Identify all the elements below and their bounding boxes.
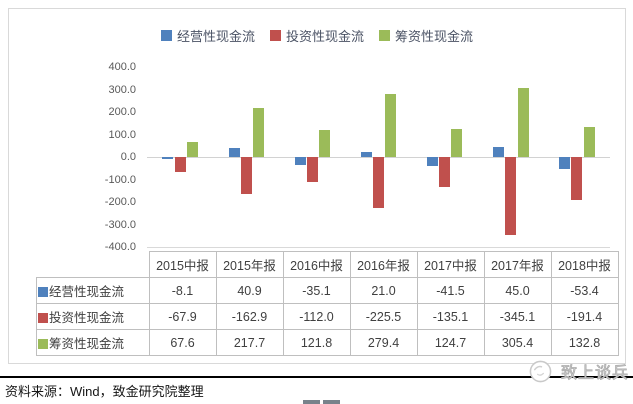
y-axis-tick-label: 400.0 <box>108 61 136 73</box>
bar <box>240 157 252 194</box>
table-cell: -41.5 <box>416 277 485 304</box>
bar <box>373 157 385 208</box>
y-axis-tick-label: 200.0 <box>108 106 136 118</box>
bar <box>174 157 186 173</box>
legend-label: 经营性现金流 <box>176 29 255 44</box>
table-row-header: 投资性现金流 <box>36 303 150 330</box>
table-cell: 217.7 <box>215 329 284 356</box>
table-cell: -67.9 <box>148 303 217 330</box>
y-axis-tick-label: -300.0 <box>104 218 136 231</box>
footer-divider-line <box>0 376 633 378</box>
watermark: 致上谈兵 <box>529 359 629 383</box>
y-axis-tick-label: 100.0 <box>108 128 136 141</box>
table-cell: 45.0 <box>483 277 552 304</box>
table-col-header: 2015年报 <box>215 251 284 278</box>
bar <box>385 94 397 157</box>
table-row: 筹资性现金流 67.6 217.7 121.8 279.4 124.7 305.4 132.8 <box>36 329 619 356</box>
table-cell: -8.1 <box>148 277 217 304</box>
bar <box>426 157 438 167</box>
bar <box>252 108 264 157</box>
bar <box>162 157 174 159</box>
table-cell: -162.9 <box>215 303 284 330</box>
bar <box>559 157 571 169</box>
legend-item: 投资性现金流 <box>269 26 364 45</box>
chart-card: 经营性现金流 投资性现金流 筹资性现金流 400.0 300.0 200.0 100.0 0… <box>8 8 626 364</box>
table-cell: 132.8 <box>550 329 619 356</box>
bar <box>306 157 318 183</box>
table-cell: -345.1 <box>483 303 552 330</box>
table-col-header: 2016年报 <box>349 251 418 278</box>
table-cell: -135.1 <box>416 303 485 330</box>
y-axis-tick-label: -200.0 <box>104 196 136 208</box>
table-col-header: 2016中报 <box>282 251 351 278</box>
table-col-header: 2015中报 <box>148 251 217 278</box>
table-row: 投资性现金流 -67.9 -162.9 -112.0 -225.5 -135.1 -345.… <box>36 303 619 330</box>
plot-area <box>147 67 610 248</box>
bar <box>451 128 463 157</box>
table-row-header: 筹资性现金流 <box>36 329 150 356</box>
table-cell: 124.7 <box>416 329 485 356</box>
watermark-logo-icon <box>529 360 552 382</box>
bar <box>571 157 583 201</box>
table-cell: 305.4 <box>483 329 552 356</box>
bar-group <box>213 67 279 247</box>
bar <box>294 157 306 165</box>
legend-swatch <box>379 30 390 41</box>
table-cell: 40.9 <box>215 277 284 304</box>
bar-group <box>147 67 213 247</box>
table-cell: -191.4 <box>550 303 619 330</box>
data-table: 2015中报 2015年报 2016中报 2016年报 2017中报 2017年报 2018… <box>36 251 619 356</box>
bar-group <box>345 67 411 247</box>
table-cell: -35.1 <box>282 277 351 304</box>
legend-label: 筹资性现金流 <box>395 29 474 44</box>
table-cell: 121.8 <box>282 329 351 356</box>
table-cell: 67.6 <box>148 329 217 356</box>
bar <box>186 141 198 157</box>
chart-legend: 经营性现金流 投资性现金流 筹资性现金流 <box>9 26 625 45</box>
legend-item: 经营性现金流 <box>160 26 255 45</box>
bar-group <box>279 67 345 247</box>
legend-swatch <box>269 30 281 41</box>
y-axis: 400.0 300.0 200.0 100.0 0.0 -100.0 -200.0 -300.… <box>9 9 136 363</box>
bar <box>583 127 595 157</box>
y-axis-tick-label: -400.0 <box>104 241 136 253</box>
bar <box>319 129 331 157</box>
table-row: 经营性现金流 -8.1 40.9 -35.1 21.0 -41.5 45.0 -53.4 <box>36 277 619 304</box>
table-col-header: 2017年报 <box>483 251 552 278</box>
bar-group <box>478 67 544 247</box>
legend-label: 投资性现金流 <box>285 29 364 44</box>
table-cell: -225.5 <box>349 303 418 330</box>
bar-group <box>544 67 610 247</box>
bottom-edge-indicator-segment <box>323 400 340 404</box>
table-row-swatch <box>38 339 48 349</box>
y-axis-tick-label: -100.0 <box>104 173 136 186</box>
bottom-edge-indicator <box>303 400 340 404</box>
bar <box>517 88 529 157</box>
bar <box>493 146 505 157</box>
table-col-header: 2018中报 <box>550 251 619 278</box>
y-axis-tick-label: 300.0 <box>108 83 136 96</box>
bar-group <box>412 67 478 247</box>
y-axis-tick-label: 0.0 <box>120 151 136 163</box>
bar <box>228 147 240 157</box>
table-cell: -112.0 <box>282 303 351 330</box>
table-cell: 21.0 <box>349 277 418 304</box>
watermark-text: 致上谈兵 <box>560 365 629 383</box>
table-row-swatch <box>38 287 48 297</box>
table-row-swatch <box>38 313 48 323</box>
source-note: 资料来源：Wind，致金研究院整理 <box>5 384 204 399</box>
table-col-header: 2017中报 <box>416 251 485 278</box>
legend-swatch <box>160 30 172 41</box>
bar <box>360 152 372 157</box>
table-row-header: 经营性现金流 <box>36 277 150 304</box>
legend-item: 筹资性现金流 <box>379 26 473 45</box>
table-cell: 279.4 <box>349 329 418 356</box>
table-corner-cell <box>36 251 150 278</box>
bar <box>505 157 517 235</box>
bottom-edge-indicator-segment <box>303 400 320 404</box>
bar <box>439 157 451 188</box>
table-cell: -53.4 <box>550 277 619 304</box>
